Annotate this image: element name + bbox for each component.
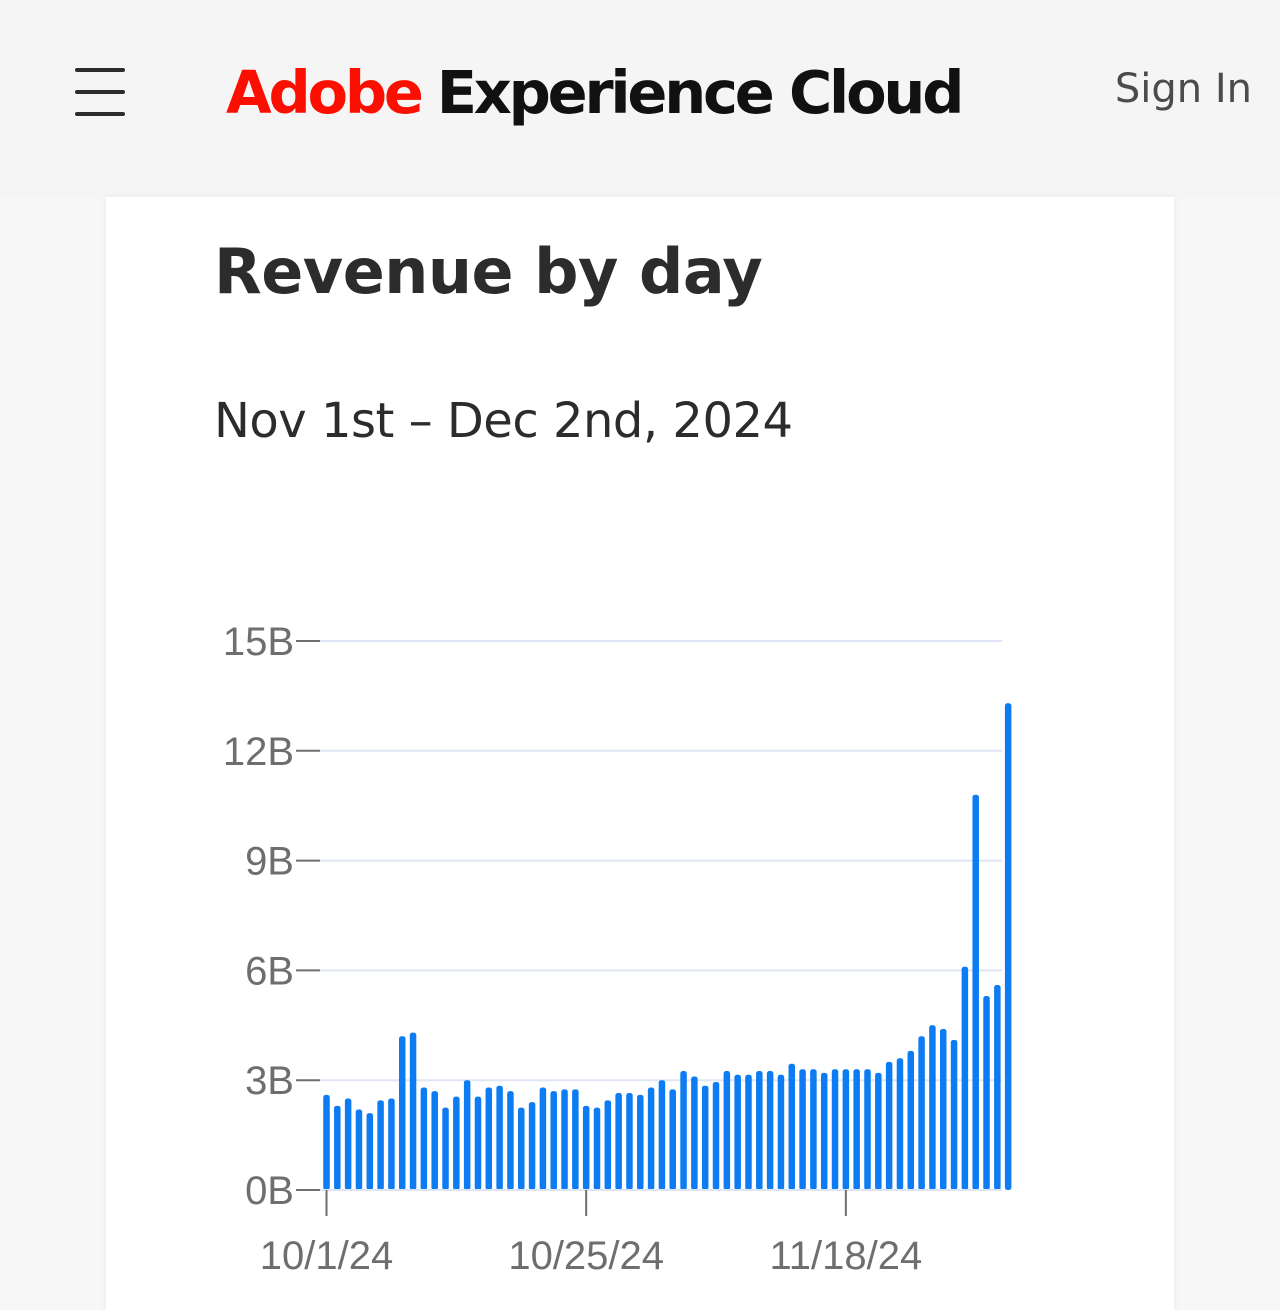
bar (777, 1074, 785, 1190)
bar (691, 1076, 698, 1190)
bar (572, 1089, 579, 1190)
bar (431, 1091, 438, 1190)
bar (420, 1087, 428, 1190)
menu-line (75, 68, 125, 72)
revenue-card: Revenue by day Nov 1st – Dec 2nd, 2024 0… (106, 197, 1174, 1310)
bar (994, 985, 1001, 1190)
bar (582, 1105, 590, 1190)
bar (355, 1109, 363, 1190)
bar (701, 1085, 709, 1190)
bar (853, 1069, 860, 1190)
x-tick-label: 10/25/24 (508, 1234, 664, 1278)
bar (734, 1074, 741, 1190)
bar (983, 996, 990, 1190)
y-tick-label: 15B (223, 620, 294, 664)
adobe-experience-cloud-logo[interactable]: Adobe Experience Cloud (226, 52, 965, 132)
bar (507, 1091, 514, 1190)
bar (918, 1036, 925, 1190)
y-tick-label: 12B (223, 730, 294, 774)
x-tick-label: 10/1/24 (260, 1234, 393, 1278)
bar (875, 1072, 882, 1190)
bar (518, 1107, 525, 1190)
bar (907, 1050, 915, 1190)
bar (637, 1094, 644, 1190)
bar (409, 1032, 417, 1190)
sign-in-link[interactable]: Sign In (1114, 66, 1252, 112)
bar (961, 966, 969, 1190)
bar (398, 1036, 406, 1190)
bar (561, 1089, 568, 1190)
y-tick-label: 6B (245, 949, 294, 993)
logo-brand: Adobe (226, 57, 424, 127)
bar (950, 1039, 958, 1190)
bar (788, 1063, 796, 1190)
bar (766, 1071, 774, 1190)
bar (496, 1085, 503, 1190)
bar (885, 1061, 893, 1190)
bar (896, 1058, 904, 1190)
bar (929, 1025, 936, 1190)
bar (344, 1098, 352, 1190)
bar (810, 1069, 817, 1190)
menu-line (75, 90, 125, 94)
bar (593, 1107, 601, 1190)
bar (377, 1100, 384, 1190)
bar (474, 1096, 482, 1190)
bar (831, 1069, 839, 1190)
bar (1004, 703, 1012, 1190)
y-tick-label: 9B (245, 840, 294, 884)
bar (756, 1071, 763, 1190)
hamburger-menu-icon[interactable] (70, 66, 130, 118)
bar (366, 1113, 374, 1190)
card-subtitle: Nov 1st – Dec 2nd, 2024 (214, 393, 793, 449)
bar (334, 1105, 341, 1190)
bar (820, 1072, 828, 1190)
y-tick-label: 3B (245, 1059, 294, 1103)
revenue-bar-chart: 0B 3B 6B 9B 12B 15B 10/1/24 10/25/24 11/18/24 (223, 620, 1012, 1278)
bar (658, 1080, 666, 1190)
menu-line (75, 112, 125, 116)
bar (842, 1069, 850, 1190)
bar (745, 1074, 752, 1190)
bar (626, 1093, 633, 1190)
bar (615, 1093, 622, 1190)
bar (453, 1096, 460, 1190)
bar (485, 1087, 493, 1190)
bar (528, 1102, 536, 1190)
bar (323, 1094, 330, 1190)
bar (939, 1028, 947, 1190)
bar (539, 1087, 547, 1190)
bar (723, 1071, 731, 1190)
top-nav-bar: Adobe Experience Cloud Sign In (0, 0, 1280, 197)
x-tick-label: 11/18/24 (769, 1234, 922, 1278)
logo-product: Experience Cloud (436, 57, 965, 127)
bar (604, 1100, 612, 1190)
bar (388, 1098, 395, 1190)
bar (864, 1069, 871, 1190)
bar (712, 1082, 720, 1190)
y-tick-label: 0B (245, 1169, 294, 1213)
bar (550, 1091, 557, 1190)
bar (442, 1107, 449, 1190)
bar (669, 1089, 676, 1190)
bar (647, 1087, 655, 1190)
bar (972, 794, 979, 1190)
card-title: Revenue by day (214, 235, 763, 308)
bar (463, 1080, 471, 1190)
bar (799, 1069, 806, 1190)
bar (680, 1071, 687, 1190)
